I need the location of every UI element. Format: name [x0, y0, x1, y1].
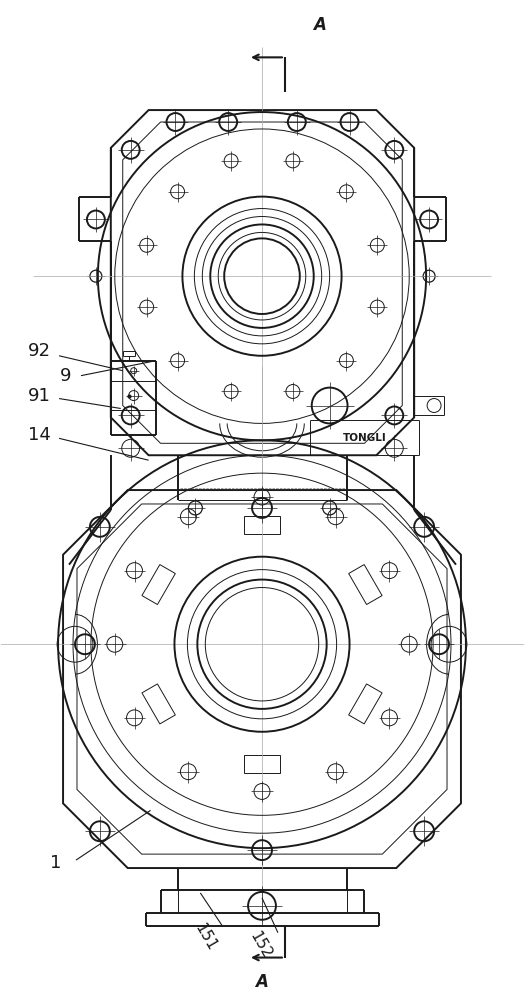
Text: 1: 1	[50, 854, 62, 872]
Text: 9: 9	[60, 367, 72, 385]
Text: A: A	[256, 973, 268, 991]
Text: 151: 151	[192, 921, 219, 954]
Text: A: A	[313, 16, 326, 34]
Text: 14: 14	[28, 426, 50, 444]
Text: 91: 91	[28, 387, 50, 405]
Text: TONGLI: TONGLI	[343, 433, 386, 443]
Text: 152: 152	[246, 929, 274, 962]
Text: 92: 92	[28, 342, 51, 360]
